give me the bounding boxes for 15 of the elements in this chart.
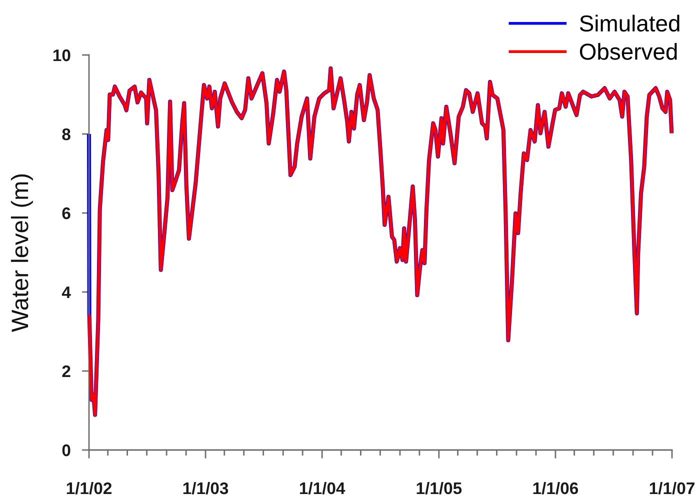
x-tick-label: 1/1/06 xyxy=(533,482,578,494)
x-tick-label: 1/1/03 xyxy=(183,482,228,494)
x-tick-label: 1/1/02 xyxy=(66,482,112,494)
x-tick-label: 1/1/05 xyxy=(416,482,462,494)
y-tick-label: 6 xyxy=(62,207,70,220)
y-tick-label: 2 xyxy=(62,365,70,378)
legend-label: Simulated xyxy=(580,14,680,32)
y-axis-title: Water level (m) xyxy=(10,174,33,332)
y-tick-label: 4 xyxy=(62,286,71,298)
y-tick-label: 10 xyxy=(53,49,70,62)
x-tick-label: 1/1/07 xyxy=(650,482,694,494)
x-tick-label: 1/1/04 xyxy=(300,482,346,494)
y-tick-label: 0 xyxy=(62,444,70,456)
y-tick-label: 8 xyxy=(62,128,70,140)
legend-label: Observed xyxy=(580,42,677,60)
